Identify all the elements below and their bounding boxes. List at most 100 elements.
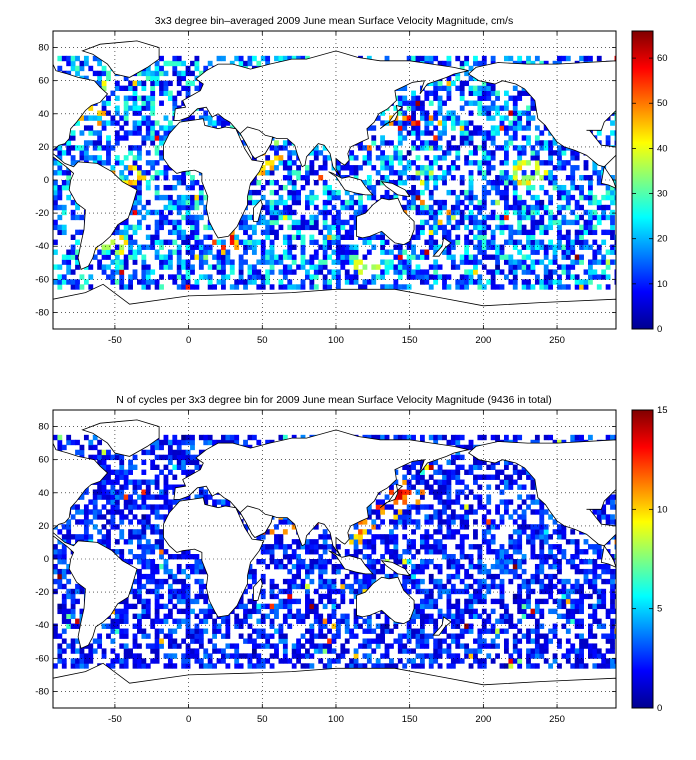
heatmap-cell xyxy=(614,234,616,240)
heatmap-cell xyxy=(574,184,580,191)
heatmap-cell xyxy=(106,145,111,151)
heatmap-cell xyxy=(114,474,120,480)
heatmap-cell xyxy=(110,648,116,654)
heatmap-cell xyxy=(349,194,355,201)
heatmap-cell xyxy=(313,194,319,201)
heatmap-cell xyxy=(128,603,133,610)
heatmap-cell xyxy=(167,184,173,191)
heatmap-cell xyxy=(79,284,85,290)
heatmap-cell xyxy=(79,274,85,280)
heatmap-cell xyxy=(154,70,160,77)
heatmap-cell xyxy=(128,244,133,250)
heatmap-cell xyxy=(119,628,125,634)
heatmap-cell xyxy=(106,75,111,82)
heatmap-cell xyxy=(167,658,173,664)
heatmap-cell xyxy=(176,194,182,201)
heatmap-cell xyxy=(185,239,191,245)
heatmap-cell xyxy=(335,214,341,221)
heatmap-cell xyxy=(419,219,425,226)
heatmap-cell xyxy=(172,175,178,181)
heatmap-cell xyxy=(486,189,492,196)
heatmap-cell xyxy=(176,70,182,77)
heatmap-cell xyxy=(557,204,562,211)
heatmap-cell xyxy=(269,663,275,669)
heatmap-cell xyxy=(128,150,133,156)
heatmap-cell xyxy=(181,663,187,669)
heatmap-cell xyxy=(512,100,518,106)
heatmap-cell xyxy=(389,249,394,255)
heatmap-cell xyxy=(123,618,129,624)
heatmap-cell xyxy=(570,194,576,201)
heatmap-cell xyxy=(433,244,439,250)
heatmap-cell xyxy=(260,279,266,285)
heatmap-cell xyxy=(459,259,465,265)
heatmap-cell xyxy=(278,539,284,545)
heatmap-cell xyxy=(296,199,301,206)
heatmap-cell xyxy=(503,175,509,181)
heatmap-cell xyxy=(141,284,147,290)
heatmap-cell xyxy=(101,494,107,500)
heatmap-cell xyxy=(459,199,465,206)
heatmap-cell xyxy=(154,613,160,619)
heatmap-cell xyxy=(141,628,147,634)
landmass xyxy=(356,197,415,246)
heatmap-cell xyxy=(499,284,505,290)
heatmap-cell xyxy=(397,140,403,146)
heatmap-cell xyxy=(163,130,169,136)
heatmap-cell xyxy=(190,434,195,441)
heatmap-cell xyxy=(185,653,191,659)
heatmap-cell xyxy=(539,244,545,250)
heatmap-cell xyxy=(305,663,310,669)
heatmap-cell xyxy=(340,219,346,226)
heatmap-cell xyxy=(380,155,386,161)
heatmap-cell xyxy=(110,115,116,121)
heatmap-cell xyxy=(137,613,142,619)
heatmap-cell xyxy=(278,194,284,201)
heatmap-cell xyxy=(534,160,540,166)
heatmap-cell xyxy=(190,70,195,77)
heatmap-cell xyxy=(543,189,549,196)
heatmap-cell xyxy=(185,623,191,629)
heatmap-cell xyxy=(75,534,80,540)
heatmap-cell xyxy=(287,598,293,605)
heatmap-cell xyxy=(313,145,319,151)
heatmap-cell xyxy=(172,219,178,226)
heatmap-cell xyxy=(57,274,63,280)
heatmap-cell xyxy=(309,598,315,605)
heatmap-cell xyxy=(106,150,111,156)
heatmap-cell xyxy=(565,239,571,245)
heatmap-cell xyxy=(291,234,297,240)
heatmap-cell xyxy=(185,434,191,441)
heatmap-cell xyxy=(322,155,328,161)
heatmap-cell xyxy=(238,623,244,629)
heatmap-cell xyxy=(278,658,284,664)
heatmap-cell xyxy=(490,244,496,250)
heatmap-cell xyxy=(481,80,487,87)
heatmap-cell xyxy=(114,259,120,265)
heatmap-cell xyxy=(411,115,416,121)
heatmap-cell xyxy=(495,269,500,275)
heatmap-cell xyxy=(517,249,523,255)
heatmap-cell xyxy=(287,150,293,156)
heatmap-cell xyxy=(371,244,377,250)
heatmap-cell xyxy=(557,274,562,280)
landmass xyxy=(53,63,109,151)
heatmap-cell xyxy=(495,224,500,231)
heatmap-cell xyxy=(70,130,76,136)
heatmap-cell xyxy=(150,135,156,141)
heatmap-cell xyxy=(132,514,138,520)
heatmap-cell xyxy=(455,219,461,226)
heatmap-cell xyxy=(309,568,315,575)
heatmap-cell xyxy=(557,165,562,171)
heatmap-cell xyxy=(238,239,244,245)
heatmap-cell xyxy=(256,603,262,610)
heatmap-cell xyxy=(260,643,266,649)
heatmap-cell xyxy=(167,598,173,605)
heatmap-cell xyxy=(605,194,611,201)
heatmap-cell xyxy=(512,95,518,101)
heatmap-cell xyxy=(411,105,416,111)
heatmap-cell xyxy=(88,519,94,525)
heatmap-cell xyxy=(101,70,107,77)
heatmap-cell xyxy=(486,130,492,136)
